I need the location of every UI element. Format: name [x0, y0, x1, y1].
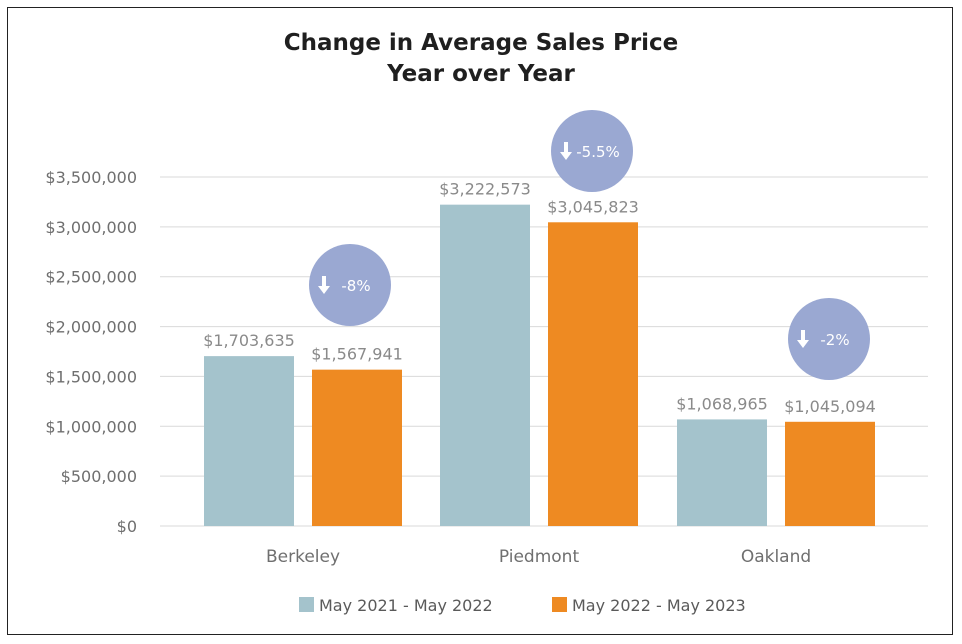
legend-item: May 2021 - May 2022: [299, 596, 493, 615]
legend-label: May 2021 - May 2022: [319, 596, 493, 615]
bar: [440, 204, 530, 526]
chart-subtitle: Year over Year: [387, 61, 575, 87]
y-tick-label: $2,500,000: [45, 268, 137, 287]
y-tick-label: $1,000,000: [45, 417, 137, 436]
x-tick-label: Piedmont: [499, 547, 580, 567]
change-badge: -5.5%: [551, 110, 633, 192]
legend-item: May 2022 - May 2023: [552, 596, 746, 615]
change-badge: -8%: [309, 244, 391, 326]
x-tick-label: Berkeley: [266, 547, 340, 567]
data-label: $3,045,823: [547, 197, 639, 216]
y-tick-label: $2,000,000: [45, 318, 137, 337]
arrow-down-icon: [318, 276, 330, 294]
y-tick-label: $3,000,000: [45, 218, 137, 237]
bar: [677, 419, 767, 526]
bar: [204, 356, 294, 526]
legend-swatch: [552, 597, 567, 612]
badge-circle: [551, 110, 633, 192]
x-tick-label: Oakland: [741, 547, 811, 567]
data-label: $3,222,573: [439, 180, 531, 199]
badge-circle: [788, 298, 870, 380]
change-label: -5.5%: [576, 143, 620, 161]
change-label: -2%: [820, 331, 849, 349]
y-tick-label: $500,000: [61, 467, 137, 486]
change-label: -8%: [341, 277, 370, 295]
bar: [548, 222, 638, 526]
data-label: $1,068,965: [676, 394, 768, 413]
legend-label: May 2022 - May 2023: [572, 596, 746, 615]
badge-circle: [309, 244, 391, 326]
y-tick-label: $0: [117, 517, 137, 536]
data-label: $1,703,635: [203, 331, 295, 350]
legend-swatch: [299, 597, 314, 612]
y-tick-label: $1,500,000: [45, 367, 137, 386]
arrow-down-icon: [560, 142, 572, 160]
change-badge: -2%: [788, 298, 870, 380]
y-tick-label: $3,500,000: [45, 168, 137, 187]
bar: [785, 421, 875, 526]
data-label: $1,567,941: [311, 345, 403, 364]
data-label: $1,045,094: [784, 397, 876, 416]
bar: [312, 369, 402, 526]
arrow-down-icon: [797, 330, 809, 348]
chart-title: Change in Average Sales Price: [283, 30, 679, 56]
